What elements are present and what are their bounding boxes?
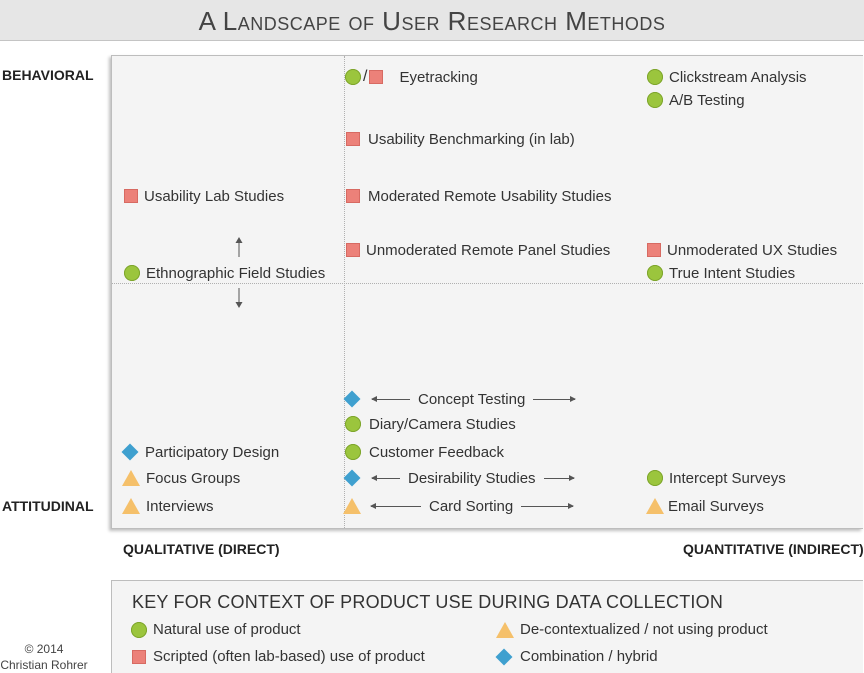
method-ab-testing: A/B Testing	[647, 90, 745, 110]
x-axis-left-label: QUALITATIVE (DIRECT)	[123, 541, 280, 557]
decontextualized-triangle-icon	[646, 498, 664, 514]
method-label: Intercept Surveys	[669, 469, 786, 487]
scripted-use-square-icon	[647, 243, 661, 257]
method-intercept-surveys: Intercept Surveys	[647, 468, 786, 488]
natural-use-circle-icon	[647, 470, 663, 486]
method-eyetracking: / Eyetracking	[345, 67, 478, 87]
method-customer-feedback: Customer Feedback	[345, 442, 504, 462]
natural-use-circle-icon	[345, 416, 361, 432]
method-diary-camera-studies: Diary/Camera Studies	[345, 414, 516, 434]
method-card-sorting: Card Sorting	[343, 496, 577, 516]
method-label: Concept Testing	[418, 390, 526, 408]
method-label: Interviews	[146, 497, 214, 515]
method-label: A/B Testing	[669, 91, 745, 109]
method-label: Moderated Remote Usability Studies	[368, 187, 612, 205]
natural-use-circle-icon	[124, 265, 140, 281]
method-label: Diary/Camera Studies	[369, 415, 516, 433]
down-arrow-icon	[235, 288, 243, 308]
natural-use-circle-icon	[131, 621, 147, 638]
scripted-use-square-icon	[369, 70, 384, 84]
legend-item-scripted: Scripted (often lab-based) use of produc…	[132, 648, 425, 665]
natural-use-circle-icon	[647, 92, 663, 108]
legend-label: Scripted (often lab-based) use of produc…	[153, 648, 425, 665]
method-unmoderated-ux-studies: Unmoderated UX Studies	[647, 240, 837, 260]
right-arrow-icon	[533, 395, 577, 402]
method-label: Unmoderated UX Studies	[667, 241, 838, 259]
slash-separator: /	[363, 68, 368, 85]
scripted-use-square-icon	[132, 649, 146, 664]
y-axis-top-label: BEHAVIORAL	[2, 67, 94, 83]
vertical-divider	[344, 56, 345, 528]
hybrid-diamond-icon	[495, 648, 513, 665]
method-desirability-studies: Desirability Studies	[343, 468, 578, 488]
method-label: Desirability Studies	[408, 469, 536, 487]
page-title: A Landscape of User Research Methods	[0, 0, 864, 41]
hybrid-diamond-icon	[343, 469, 361, 487]
legend-label: Combination / hybrid	[520, 648, 658, 665]
legend-key-box: KEY FOR CONTEXT OF PRODUCT USE DURING DA…	[111, 580, 863, 673]
method-usability-lab-studies: Usability Lab Studies	[124, 186, 284, 206]
method-label: Clickstream Analysis	[669, 68, 807, 86]
y-axis-bottom-label: ATTITUDINAL	[2, 498, 94, 514]
natural-use-circle-icon	[647, 265, 663, 281]
x-axis-right-label: QUANTITATIVE (INDIRECT)	[683, 541, 864, 557]
scripted-use-square-icon	[346, 132, 360, 146]
method-label: Card Sorting	[429, 497, 514, 515]
decontextualized-triangle-icon	[343, 498, 361, 514]
method-label: True Intent Studies	[669, 264, 796, 282]
legend-label: Natural use of product	[153, 621, 301, 638]
left-arrow-icon	[371, 395, 410, 402]
decontextualized-triangle-icon	[122, 498, 140, 514]
method-clickstream-analysis: Clickstream Analysis	[647, 67, 807, 87]
legend-label: De-contextualized / not using product	[520, 621, 768, 638]
method-ethnographic-field-studies: Ethnographic Field Studies	[124, 263, 325, 283]
method-moderated-remote-usability: Moderated Remote Usability Studies	[346, 186, 611, 206]
up-arrow-icon	[235, 237, 243, 257]
copyright-year: © 2014	[24, 642, 64, 656]
method-label: Customer Feedback	[369, 443, 505, 461]
decontextualized-triangle-icon	[122, 470, 140, 486]
left-arrow-icon	[370, 502, 421, 509]
right-arrow-icon	[543, 474, 575, 481]
horizontal-midline	[112, 283, 863, 284]
legend-item-natural: Natural use of product	[131, 621, 301, 638]
method-label: Focus Groups	[146, 469, 241, 487]
method-concept-testing: Concept Testing	[343, 389, 579, 409]
scripted-use-square-icon	[346, 243, 360, 257]
natural-use-circle-icon	[647, 69, 663, 85]
scripted-use-square-icon	[124, 189, 138, 203]
natural-use-circle-icon	[345, 69, 361, 85]
method-label: Usability Benchmarking (in lab)	[368, 130, 575, 148]
hybrid-diamond-icon	[343, 390, 361, 408]
method-label: Usability Lab Studies	[144, 187, 285, 205]
legend-item-decontextualized: De-contextualized / not using product	[496, 621, 768, 638]
scripted-use-square-icon	[346, 189, 360, 203]
method-focus-groups: Focus Groups	[122, 468, 240, 488]
method-label: Ethnographic Field Studies	[146, 264, 326, 282]
natural-use-circle-icon	[345, 444, 361, 460]
method-label: Unmoderated Remote Panel Studies	[366, 241, 611, 259]
method-true-intent-studies: True Intent Studies	[647, 263, 795, 283]
copyright-author: Christian Rohrer	[0, 658, 88, 672]
legend-item-hybrid: Combination / hybrid	[495, 648, 658, 665]
right-arrow-icon	[521, 502, 575, 509]
legend-title: KEY FOR CONTEXT OF PRODUCT USE DURING DA…	[132, 592, 724, 612]
methods-landscape-plot	[111, 55, 863, 529]
method-label: Eyetracking	[399, 68, 478, 86]
copyright-notice: © 2014 Christian Rohrer	[0, 641, 88, 673]
method-label: Participatory Design	[145, 443, 280, 461]
method-participatory-design: Participatory Design	[121, 442, 280, 462]
method-email-surveys: Email Surveys	[646, 496, 764, 516]
method-usability-benchmarking: Usability Benchmarking (in lab)	[346, 129, 575, 149]
hybrid-diamond-icon	[121, 443, 139, 461]
method-interviews: Interviews	[122, 496, 214, 516]
left-arrow-icon	[371, 474, 400, 481]
method-unmoderated-remote-panel: Unmoderated Remote Panel Studies	[346, 240, 610, 260]
decontextualized-triangle-icon	[496, 621, 514, 638]
method-label: Email Surveys	[668, 497, 764, 515]
